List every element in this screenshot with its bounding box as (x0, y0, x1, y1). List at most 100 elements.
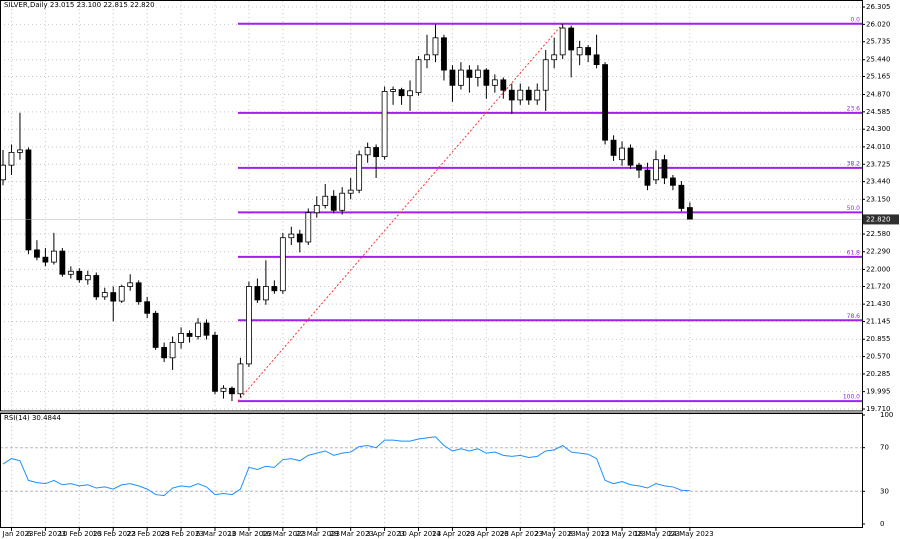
candle-body (576, 47, 583, 56)
y-tick-label: 23.440 (866, 178, 891, 186)
candle-body (483, 69, 490, 86)
candle-body (118, 286, 125, 302)
y-tick-label: 20.855 (866, 335, 891, 343)
candle-body (432, 37, 439, 56)
fib-label: 0.0 (850, 16, 860, 23)
candle-body (152, 312, 159, 348)
candle-body (212, 334, 218, 392)
candle-body (534, 89, 541, 101)
chart-title: SILVER,Daily 23.015 23.100 22.815 22.820 (4, 1, 155, 9)
fib-label: 78.6 (847, 313, 861, 320)
last-price-box (863, 214, 899, 225)
candle-body (262, 286, 269, 301)
candle-body (8, 151, 15, 166)
candle-body (178, 333, 184, 343)
candle-body (542, 59, 549, 91)
x-tick-label: 28 Feb 2023 (160, 530, 204, 538)
candle-body (356, 154, 363, 191)
y-tick-label: 26.305 (866, 3, 891, 11)
x-tick-label: 10 Apr 2023 (398, 530, 441, 538)
y-tick-label: 25.440 (866, 56, 891, 64)
fib-label: 38.2 (847, 160, 861, 167)
candle-body (34, 249, 40, 258)
y-tick-label: 25.165 (866, 72, 891, 80)
candle-body (237, 363, 244, 395)
candle-body (610, 139, 617, 156)
x-tick-label: 16 Feb 2023 (92, 530, 136, 538)
fib-label: 50.0 (847, 205, 861, 212)
candle-body (407, 90, 413, 97)
candle-body (220, 387, 227, 392)
fib-label: 100.0 (843, 394, 860, 401)
candle-body (644, 169, 651, 186)
candle-body (76, 270, 83, 281)
y-tick-label: 24.585 (866, 108, 891, 116)
y-tick-label: 22.290 (866, 248, 891, 256)
rsi-title: RSI(14) 30.4844 (4, 414, 61, 422)
candle-body (347, 189, 354, 194)
candle-body (593, 54, 600, 66)
candle-body (161, 347, 168, 359)
candle-body (661, 159, 668, 179)
candle-body (424, 54, 430, 61)
candle-body (305, 212, 312, 243)
rsi-line (2, 436, 690, 497)
y-tick-label: 21.430 (866, 300, 891, 308)
y-tick-label: 19.710 (866, 405, 891, 413)
candle-body (670, 177, 676, 186)
candle-body (203, 322, 210, 336)
x-tick-label: 22 Mar 2023 (296, 530, 340, 538)
x-tick-label: 31 Jan 2023 (0, 530, 33, 538)
y-tick-label: 26.020 (866, 20, 891, 28)
x-tick-label: 18 May 2023 (634, 530, 680, 538)
y-tick-label: 23.150 (866, 195, 891, 203)
candle-body (627, 147, 634, 166)
rsi-panel-frame (0, 413, 863, 528)
candle-body (551, 54, 558, 61)
candle-body (678, 184, 685, 209)
candle-body (0, 164, 6, 181)
candle-body (474, 69, 481, 78)
candle-body (373, 147, 380, 158)
y-tick-label: 20.570 (866, 353, 891, 361)
y-tick-label: 24.010 (866, 143, 891, 151)
x-tick-label: 26 Apr 2023 (500, 530, 543, 538)
candle-body (322, 195, 329, 206)
candle-body (254, 286, 261, 301)
y-tick-label: 0 (880, 520, 884, 528)
candle-body (636, 164, 642, 171)
candle-body (313, 205, 320, 214)
candle-body (25, 149, 32, 251)
candle-body (381, 91, 388, 158)
candle-body (42, 256, 49, 263)
candle-body (279, 237, 286, 292)
candle-body (135, 282, 142, 303)
candle-body (93, 275, 100, 298)
last-price-label: 22.820 (866, 215, 891, 223)
x-tick-label: 28 Mar 2023 (329, 530, 373, 538)
candle-body (17, 149, 23, 153)
x-tick-label: 3 Apr 2023 (366, 530, 405, 538)
candle-body (84, 275, 91, 281)
candle-body (288, 233, 295, 239)
x-tick-label: 10 Feb 2023 (59, 530, 103, 538)
candle-body (449, 69, 456, 86)
candle-body (67, 270, 74, 275)
x-tick-label: 2 May 2023 (535, 530, 576, 538)
candle-body (144, 301, 151, 314)
fib-label: 61.8 (847, 249, 861, 256)
fib-trendline (237, 23, 564, 402)
candle-body (398, 89, 405, 97)
x-tick-label: 16 Mar 2023 (262, 530, 306, 538)
candle-body (559, 27, 566, 56)
x-tick-label: 6 Feb 2023 (27, 530, 66, 538)
y-tick-label: 70 (880, 444, 889, 452)
candle-body (619, 147, 625, 161)
candle-body (390, 89, 396, 92)
candle-body (271, 286, 278, 292)
y-tick-label: 24.300 (866, 125, 891, 133)
y-tick-label: 22.000 (866, 265, 891, 273)
candle-body (415, 59, 422, 94)
